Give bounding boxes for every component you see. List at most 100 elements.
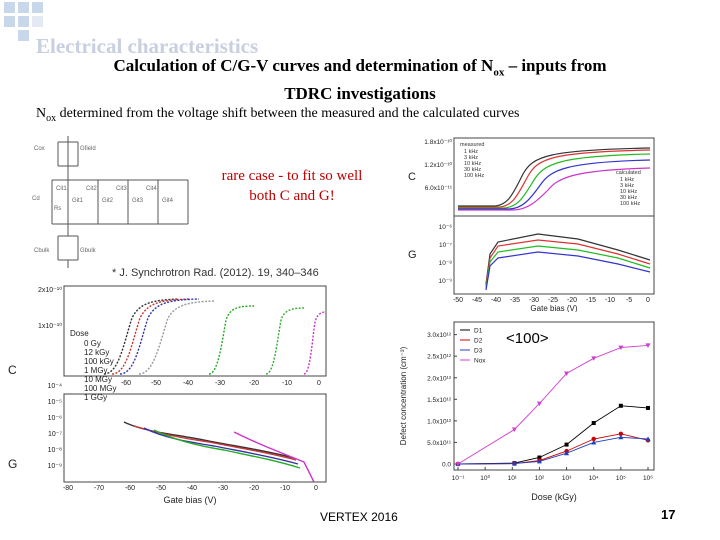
left-x-tick-lower: -60 — [125, 485, 135, 492]
left-g-tick: 10⁻⁷ — [48, 431, 62, 438]
tr-legend-calc: 1 kHz — [620, 177, 634, 183]
tr-x-tick: -50 — [453, 297, 463, 304]
data-point-Nox — [645, 343, 651, 348]
data-point-D1 — [591, 421, 596, 426]
subtitle-line1-pre: Calculation of C/G-V curves and determin… — [113, 56, 494, 75]
data-point-D3 — [536, 458, 542, 464]
defect-y-tick: 2.5x10¹² — [427, 354, 452, 361]
cv-gv-plot-measured: 1.8x10⁻¹⁰ 1.2x10⁻¹⁰ 6.0x10⁻¹¹ 10⁻⁶ 10⁻⁷ … — [398, 134, 660, 312]
tr-g-tick: 10⁻⁶ — [439, 224, 453, 231]
tr-g-tick: 10⁻⁸ — [439, 260, 453, 267]
left-ylabel-g: G — [8, 457, 17, 471]
circuit-label: Git1 — [72, 198, 84, 204]
defect-x-tick: 10³ — [562, 475, 572, 482]
circuit-label: Gfield — [80, 146, 96, 152]
left-legend-item: 0 Gy — [84, 339, 101, 348]
subtitle-line1-sub: ox — [493, 66, 505, 79]
left-x-tick-upper: 0 — [317, 380, 321, 387]
left-legend-item: 1 GGy — [84, 393, 107, 402]
tr-legend-measured: 100 kHz — [464, 173, 484, 179]
data-point-D2 — [618, 431, 624, 437]
defect-y-tick: 2.0x10¹² — [427, 375, 452, 382]
tr-xlabel: Gate bias (V) — [530, 304, 577, 312]
citation-text: * J. Synchrotron Rad. (2012). 19, 340–34… — [112, 267, 319, 279]
tr-x-tick: -15 — [586, 297, 596, 304]
subtitle-line2: TDRC investigations — [284, 84, 436, 104]
left-c-tick: 2x10⁻¹⁰ — [38, 286, 62, 294]
left-x-tick-upper: -30 — [215, 380, 225, 387]
circuit-label: Cbulk — [34, 248, 50, 254]
defect-x-tick: 10⁶ — [643, 475, 653, 482]
tr-legend-measured: 1 kHz — [464, 149, 478, 155]
defect-y-tick: 1.5x10¹² — [427, 397, 452, 404]
tr-legend-measured-title: measured — [460, 142, 484, 148]
circuit-label: Git2 — [102, 198, 114, 204]
legend-label-Nox: Nox — [474, 358, 486, 365]
tr-ylabel-c: C — [408, 171, 416, 183]
tr-g-tick: 10⁻⁷ — [439, 242, 453, 249]
circuit-label: Cit2 — [86, 186, 97, 192]
data-point-D3 — [591, 439, 597, 445]
data-point-Nox — [455, 462, 461, 467]
left-x-tick-upper: -20 — [249, 380, 259, 387]
defect-xlabel: Dose (kGy) — [531, 492, 577, 502]
tr-legend-calc: 3 kHz — [620, 183, 634, 189]
left-legend-item: 10 MGy — [84, 375, 112, 384]
tr-x-tick: -45 — [472, 297, 482, 304]
left-g-tick: 10⁻⁴ — [48, 383, 63, 390]
tr-ylabel-g: G — [408, 249, 417, 261]
tr-legend-measured: 30 kHz — [464, 167, 481, 173]
tr-x-tick: 0 — [646, 297, 650, 304]
cv-gv-plot-dose: 2x10⁻¹⁰ 1x10⁻¹⁰ 10⁻⁴ 10⁻⁵ 10⁻⁶ 10⁻⁷ 10⁻⁸… — [4, 282, 330, 508]
legend-label-D2: D2 — [474, 338, 483, 345]
defect-x-tick: 10² — [535, 475, 545, 482]
data-point-Nox — [511, 427, 517, 432]
defect-x-tick: 10⁰ — [480, 474, 490, 482]
tr-x-tick: -5 — [626, 297, 632, 304]
defect-x-tick: 10⁻¹ — [452, 475, 466, 482]
circuit-label: Cit3 — [116, 186, 127, 192]
circuit-label: Cd — [32, 196, 40, 202]
legend-label-D1: D1 — [474, 328, 483, 335]
left-ylabel-c: C — [8, 363, 17, 377]
circuit-label: Git4 — [162, 198, 174, 204]
left-x-tick-upper: -40 — [183, 380, 193, 387]
circuit-label: Cox — [34, 146, 45, 152]
tr-legend-calc: 10 kHz — [620, 189, 637, 195]
tr-x-tick: -35 — [510, 297, 520, 304]
data-point-Nox — [618, 345, 624, 351]
left-g-tick: 10⁻⁶ — [48, 415, 62, 422]
data-point-D3 — [564, 450, 570, 456]
defect-x-tick: 10⁴ — [589, 475, 599, 482]
data-point-D3 — [645, 436, 651, 441]
desc-pre: N — [36, 106, 47, 121]
data-point-Nox — [591, 356, 597, 361]
tr-x-tick: -25 — [548, 297, 558, 304]
data-point-Nox — [564, 371, 570, 376]
data-point-D1 — [646, 405, 650, 410]
tr-legend-calc-title: calculated — [616, 170, 641, 176]
defect-y-tick: 0.0 — [442, 462, 451, 469]
tr-c-tick: 1.2x10⁻¹⁰ — [424, 161, 452, 169]
circuit-diagram: Cox Gfield Cd Rs Cit1 Git1 Cit2 Git2 Cit… — [28, 132, 208, 272]
left-legend-item: 100 kGy — [84, 357, 114, 366]
tr-x-tick: -10 — [605, 297, 615, 304]
left-c-tick: 1x10⁻¹⁰ — [38, 322, 62, 330]
defect-y-tick: 1.0x10¹² — [427, 418, 452, 425]
tr-legend-calc: 30 kHz — [620, 195, 637, 201]
tr-x-tick: -40 — [491, 297, 501, 304]
left-x-tick-lower: -20 — [249, 485, 259, 492]
left-g-tick: 10⁻⁹ — [48, 463, 62, 470]
defect-y-tick: 5.0x10¹¹ — [427, 440, 452, 447]
tr-c-tick: 6.0x10⁻¹¹ — [425, 185, 453, 192]
tr-g-tick: 10⁻⁹ — [439, 278, 453, 285]
left-x-tick-lower: -80 — [63, 485, 73, 492]
data-point-D1 — [537, 455, 542, 460]
legend-label-D3: D3 — [474, 348, 483, 355]
data-point-Nox — [536, 401, 542, 407]
left-x-tick-lower: 0 — [314, 485, 318, 492]
left-x-tick-lower: -30 — [218, 485, 228, 492]
data-point-D1 — [618, 403, 623, 408]
background-title: Electrical characteristics — [36, 34, 259, 58]
footer-conference: VERTEX 2016 — [320, 510, 398, 524]
